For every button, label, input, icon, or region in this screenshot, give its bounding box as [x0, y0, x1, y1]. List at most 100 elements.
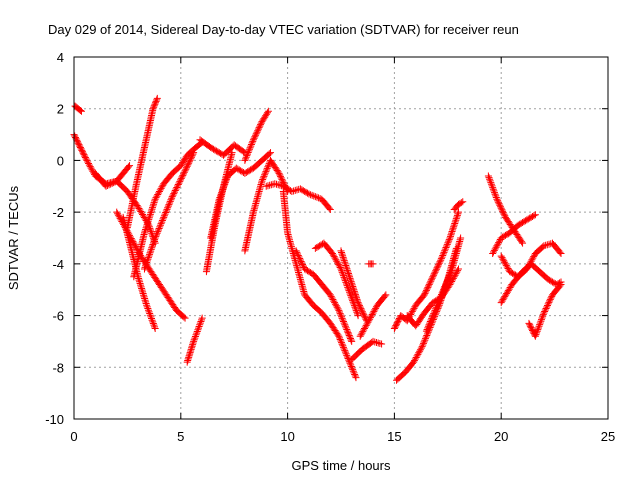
data-point	[493, 195, 501, 203]
data-point	[530, 212, 538, 220]
data-point	[193, 327, 201, 335]
data-point	[333, 303, 341, 311]
data-point	[181, 314, 189, 322]
data-point	[195, 322, 203, 330]
data-point	[372, 338, 380, 346]
data-point	[169, 191, 177, 199]
data-point	[115, 213, 123, 221]
data-point	[557, 281, 565, 289]
y-axis-label: SDTVAR / TECUs	[6, 185, 21, 290]
data-point	[315, 194, 323, 202]
data-point	[346, 273, 354, 281]
data-point	[143, 303, 151, 311]
data-point	[527, 324, 535, 332]
data-point	[444, 239, 452, 247]
data-point	[148, 315, 156, 323]
data-point	[394, 317, 402, 325]
data-point	[525, 319, 533, 327]
data-point	[436, 295, 444, 303]
data-point	[143, 222, 151, 230]
data-point	[329, 296, 337, 304]
data-point	[105, 181, 113, 189]
series-arc-17	[292, 247, 356, 345]
data-point	[344, 329, 352, 337]
data-point	[546, 276, 554, 284]
data-point	[427, 277, 435, 285]
data-point	[492, 194, 500, 202]
data-point	[198, 314, 206, 322]
data-point	[144, 217, 152, 225]
data-point	[505, 285, 513, 293]
data-point	[487, 180, 495, 188]
data-point	[352, 292, 360, 300]
data-point	[167, 196, 175, 204]
data-point	[135, 274, 143, 282]
data-point	[503, 288, 511, 296]
data-point	[307, 191, 315, 199]
data-point	[221, 179, 229, 187]
data-point	[353, 310, 361, 318]
series-arc-19	[337, 247, 371, 325]
data-point	[426, 279, 434, 287]
data-point	[526, 321, 534, 329]
data-point	[292, 247, 300, 255]
data-point	[503, 290, 511, 298]
data-point	[446, 232, 454, 240]
data-point	[156, 223, 164, 231]
data-point	[310, 192, 318, 200]
data-point	[502, 291, 510, 299]
data-point	[345, 287, 353, 295]
data-point	[438, 289, 446, 297]
data-point	[336, 334, 344, 342]
data-point	[267, 181, 275, 189]
data-point	[356, 303, 364, 311]
data-point	[442, 281, 449, 289]
data-point	[142, 298, 150, 306]
data-point	[487, 179, 495, 187]
data-point	[447, 267, 455, 275]
data-point	[140, 293, 148, 301]
data-point	[107, 180, 115, 188]
data-point	[335, 332, 343, 340]
data-point	[142, 262, 150, 270]
data-point	[444, 275, 452, 283]
data-point	[438, 290, 446, 298]
data-point	[149, 241, 157, 249]
data-point	[140, 265, 148, 273]
data-point	[343, 282, 351, 290]
data-point	[343, 353, 351, 361]
data-point	[489, 185, 497, 193]
data-point	[547, 277, 555, 285]
data-point	[366, 315, 374, 323]
data-point	[171, 187, 179, 195]
data-point	[498, 254, 506, 262]
series-arc-15	[262, 180, 334, 214]
data-point	[359, 328, 367, 336]
data-point	[335, 306, 343, 314]
data-point	[142, 224, 150, 232]
data-point	[434, 298, 442, 306]
data-point	[155, 224, 163, 232]
data-point	[341, 322, 349, 330]
data-point	[450, 223, 458, 231]
data-point	[160, 212, 168, 220]
data-point	[494, 198, 502, 206]
data-point	[73, 136, 81, 144]
data-point	[506, 268, 514, 276]
data-point	[308, 191, 316, 199]
data-point	[245, 147, 253, 155]
data-point	[427, 276, 435, 284]
data-point	[147, 207, 155, 215]
data-point	[79, 148, 87, 156]
data-point	[533, 329, 541, 337]
data-point	[256, 122, 264, 130]
data-point	[215, 195, 223, 203]
data-point	[179, 171, 187, 179]
axis-ticks: 0 5 10 15 20 25 -10 -8 -6 -4 -2 0 2 4	[45, 50, 615, 444]
data-point	[393, 320, 401, 328]
data-point	[507, 268, 515, 276]
series-arc-9	[183, 314, 206, 366]
data-point	[421, 335, 429, 343]
data-point	[174, 182, 182, 190]
data-point	[196, 319, 204, 327]
